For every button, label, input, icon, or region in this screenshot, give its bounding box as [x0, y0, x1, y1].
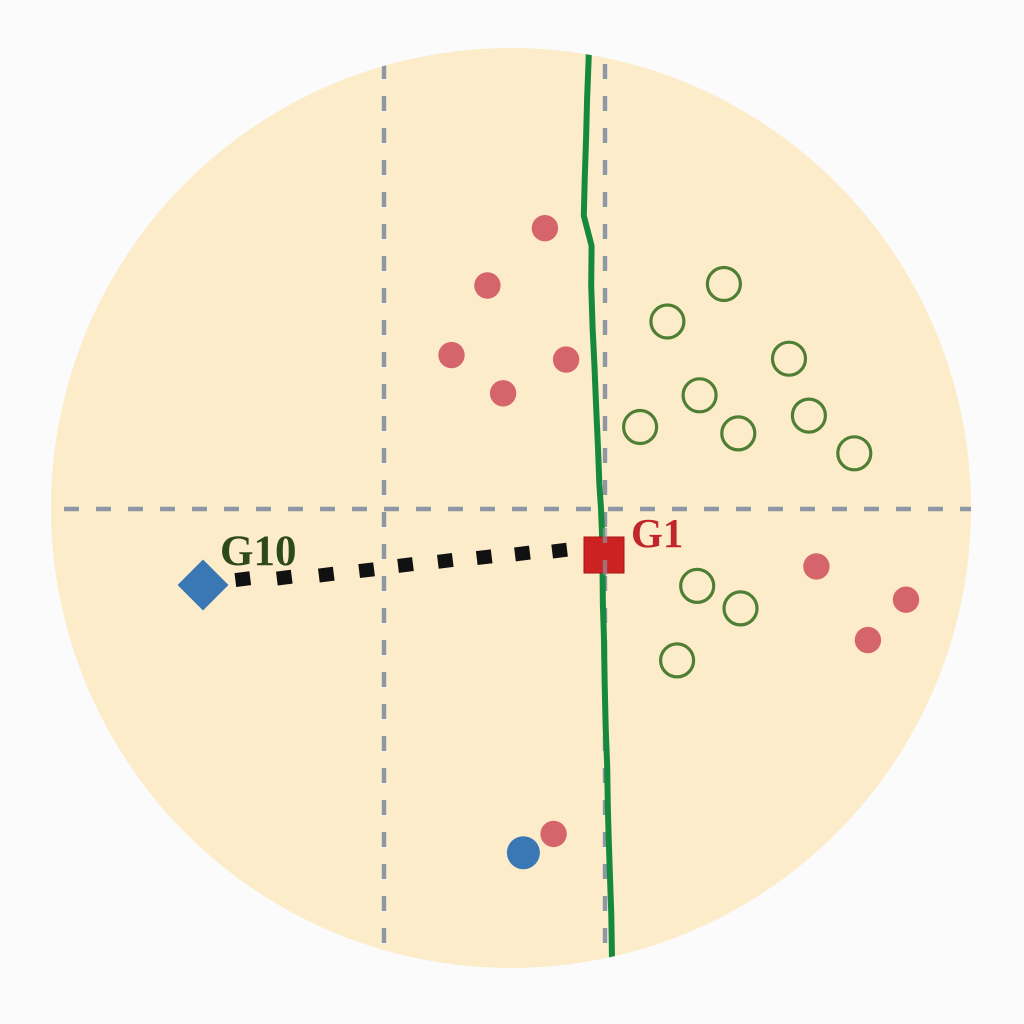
- svg-text:G10: G10: [220, 528, 296, 575]
- svg-text:G1: G1: [631, 510, 683, 556]
